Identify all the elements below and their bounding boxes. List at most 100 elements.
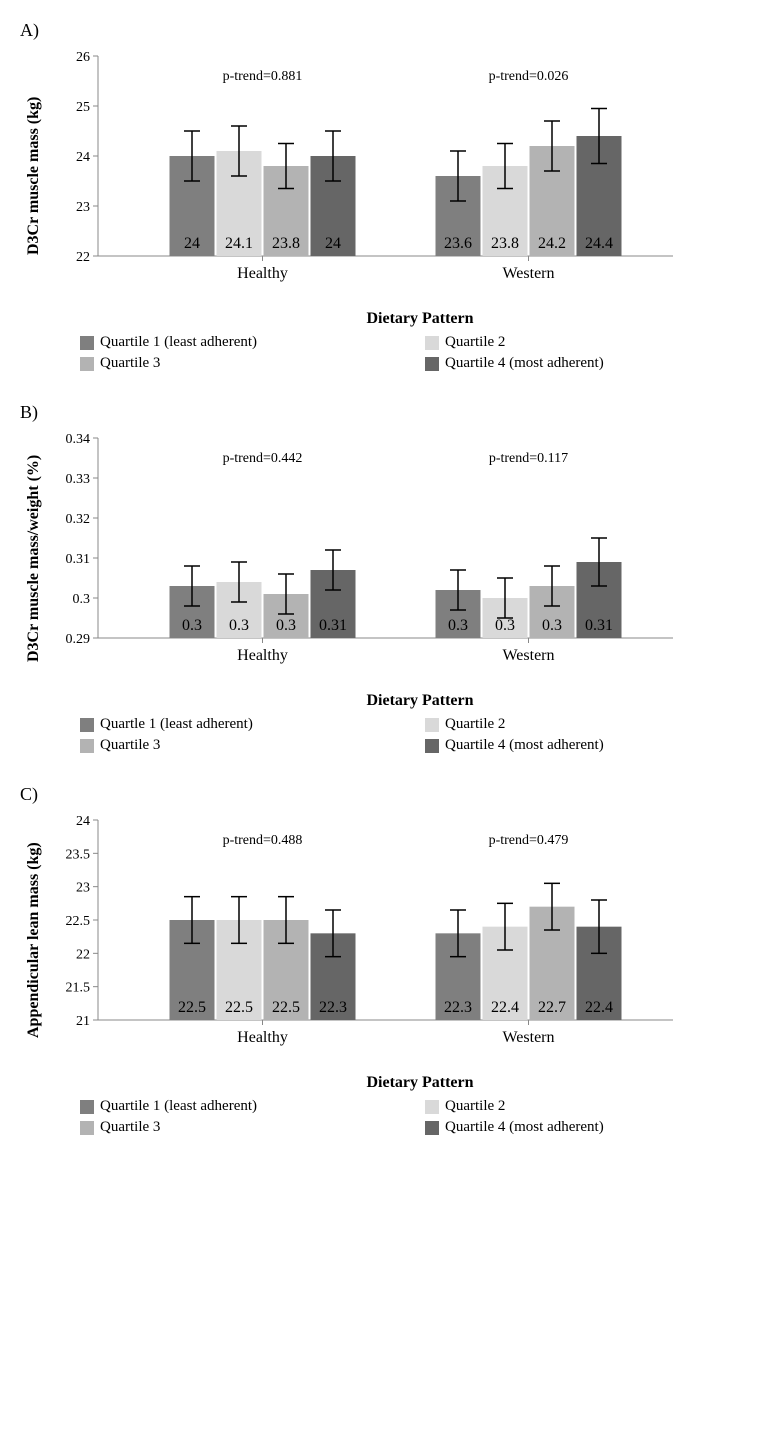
legend-swatch	[80, 718, 94, 732]
legend-label: Quartile 1 (least adherent)	[100, 334, 257, 351]
legend-label: Quartile 3	[100, 737, 160, 754]
legend-label: Quartile 2	[445, 334, 505, 351]
svg-text:p-trend=0.026: p-trend=0.026	[489, 69, 569, 84]
x-axis-title: Dietary Pattern	[80, 310, 760, 328]
panel-B: B) D3Cr muscle mass/weight (%) 0.29 0.3 0.31…	[20, 402, 760, 754]
legend: Quartle 1 (least adherent) Quartile 2 Quar…	[20, 710, 760, 754]
svg-text:22.3: 22.3	[319, 999, 347, 1016]
svg-text:0.29: 0.29	[66, 632, 91, 647]
legend-swatch	[80, 1121, 94, 1135]
x-axis-title: Dietary Pattern	[80, 692, 760, 710]
legend-label: Quartile 3	[100, 355, 160, 372]
svg-text:0.31: 0.31	[319, 617, 347, 634]
svg-text:21.5: 21.5	[66, 981, 91, 996]
panel-label: C)	[20, 784, 760, 805]
legend: Quartile 1 (least adherent) Quartile 2 Qua…	[20, 1092, 760, 1136]
legend-label: Quartile 4 (most adherent)	[445, 355, 604, 372]
legend-label: Quartle 1 (least adherent)	[100, 716, 253, 733]
legend-item-2: Quartile 3	[80, 737, 405, 754]
legend-item-0: Quartile 1 (least adherent)	[80, 1098, 405, 1115]
legend-swatch	[425, 718, 439, 732]
legend-label: Quartile 2	[445, 1098, 505, 1115]
svg-text:21: 21	[76, 1014, 90, 1029]
svg-text:26: 26	[76, 50, 90, 65]
legend-item-3: Quartile 4 (most adherent)	[425, 737, 750, 754]
svg-text:25: 25	[76, 100, 90, 115]
bar-chart: 2121.52222.52323.524p-trend=0.48822.522.…	[43, 810, 683, 1070]
svg-text:23.8: 23.8	[491, 235, 519, 252]
legend-label: Quartile 4 (most adherent)	[445, 737, 604, 754]
svg-text:22.3: 22.3	[444, 999, 472, 1016]
legend-label: Quartile 1 (least adherent)	[100, 1098, 257, 1115]
legend-item-2: Quartile 3	[80, 355, 405, 372]
svg-text:22: 22	[76, 250, 90, 265]
svg-text:23.5: 23.5	[66, 847, 91, 862]
svg-text:0.3: 0.3	[229, 617, 249, 634]
svg-text:22.7: 22.7	[538, 999, 566, 1016]
svg-text:24.1: 24.1	[225, 235, 253, 252]
svg-text:Western: Western	[502, 265, 554, 282]
x-axis-title: Dietary Pattern	[80, 1074, 760, 1092]
svg-text:0.34: 0.34	[66, 432, 91, 447]
svg-text:Healthy: Healthy	[237, 1029, 288, 1046]
y-axis-label: D3Cr muscle mass (kg)	[20, 46, 43, 306]
chart-area: 22 23 24 25 26 p-trend=0.881 24 24.1 23.8 24 Healt…	[43, 46, 760, 306]
svg-text:0.3: 0.3	[73, 592, 91, 607]
svg-text:24.4: 24.4	[585, 235, 613, 252]
svg-text:22.5: 22.5	[178, 999, 206, 1016]
svg-text:24: 24	[76, 150, 90, 165]
svg-text:0.31: 0.31	[585, 617, 613, 634]
legend-swatch	[80, 357, 94, 371]
svg-text:p-trend=0.881: p-trend=0.881	[223, 69, 303, 84]
svg-text:23: 23	[76, 881, 90, 896]
svg-text:0.3: 0.3	[276, 617, 296, 634]
svg-text:0.3: 0.3	[448, 617, 468, 634]
svg-text:24.2: 24.2	[538, 235, 566, 252]
y-axis-label: D3Cr muscle mass/weight (%)	[20, 428, 43, 688]
chart-area: 2121.52222.52323.524p-trend=0.48822.522.…	[43, 810, 760, 1070]
panel-label: B)	[20, 402, 760, 423]
legend-item-1: Quartile 2	[425, 1098, 750, 1115]
legend-swatch	[425, 1100, 439, 1114]
svg-text:24: 24	[325, 235, 341, 252]
svg-text:22.5: 22.5	[272, 999, 300, 1016]
legend-swatch	[425, 739, 439, 753]
svg-text:23: 23	[76, 200, 90, 215]
svg-text:22.5: 22.5	[225, 999, 253, 1016]
svg-text:22: 22	[76, 947, 90, 962]
panel-label: A)	[20, 20, 760, 41]
legend: Quartile 1 (least adherent) Quartile 2 Qua…	[20, 328, 760, 372]
legend-item-3: Quartile 4 (most adherent)	[425, 355, 750, 372]
svg-text:0.33: 0.33	[66, 472, 91, 487]
legend-item-1: Quartile 2	[425, 716, 750, 733]
bar-chart: 22 23 24 25 26 p-trend=0.881 24 24.1 23.8 24 Healt…	[43, 46, 683, 306]
svg-text:24: 24	[184, 235, 200, 252]
panel-A: A) D3Cr muscle mass (kg) 22 23 24 25 26 p-trend…	[20, 20, 760, 372]
svg-text:Healthy: Healthy	[237, 647, 288, 664]
svg-text:0.32: 0.32	[66, 512, 91, 527]
legend-swatch	[425, 1121, 439, 1135]
legend-swatch	[425, 336, 439, 350]
svg-text:23.8: 23.8	[272, 235, 300, 252]
chart-container: D3Cr muscle mass (kg) 22 23 24 25 26 p-trend=0…	[20, 46, 760, 306]
bar-chart: 0.290.30.310.320.330.34p-trend=0.4420.30…	[43, 428, 683, 688]
svg-text:0.3: 0.3	[182, 617, 202, 634]
svg-text:0.3: 0.3	[542, 617, 562, 634]
legend-label: Quartile 2	[445, 716, 505, 733]
legend-item-2: Quartile 3	[80, 1119, 405, 1136]
svg-text:Western: Western	[502, 647, 554, 664]
svg-text:p-trend=0.488: p-trend=0.488	[223, 833, 303, 848]
legend-swatch	[80, 1100, 94, 1114]
svg-text:0.3: 0.3	[495, 617, 515, 634]
legend-item-3: Quartile 4 (most adherent)	[425, 1119, 750, 1136]
chart-area: 0.290.30.310.320.330.34p-trend=0.4420.30…	[43, 428, 760, 688]
legend-swatch	[425, 357, 439, 371]
svg-text:22.4: 22.4	[491, 999, 519, 1016]
svg-text:Western: Western	[502, 1029, 554, 1046]
legend-swatch	[80, 739, 94, 753]
figure-root: A) D3Cr muscle mass (kg) 22 23 24 25 26 p-trend…	[20, 20, 760, 1136]
y-axis-label: Appendicular lean mass (kg)	[20, 810, 43, 1070]
svg-text:0.31: 0.31	[66, 552, 91, 567]
legend-item-1: Quartile 2	[425, 334, 750, 351]
svg-text:Healthy: Healthy	[237, 265, 288, 282]
